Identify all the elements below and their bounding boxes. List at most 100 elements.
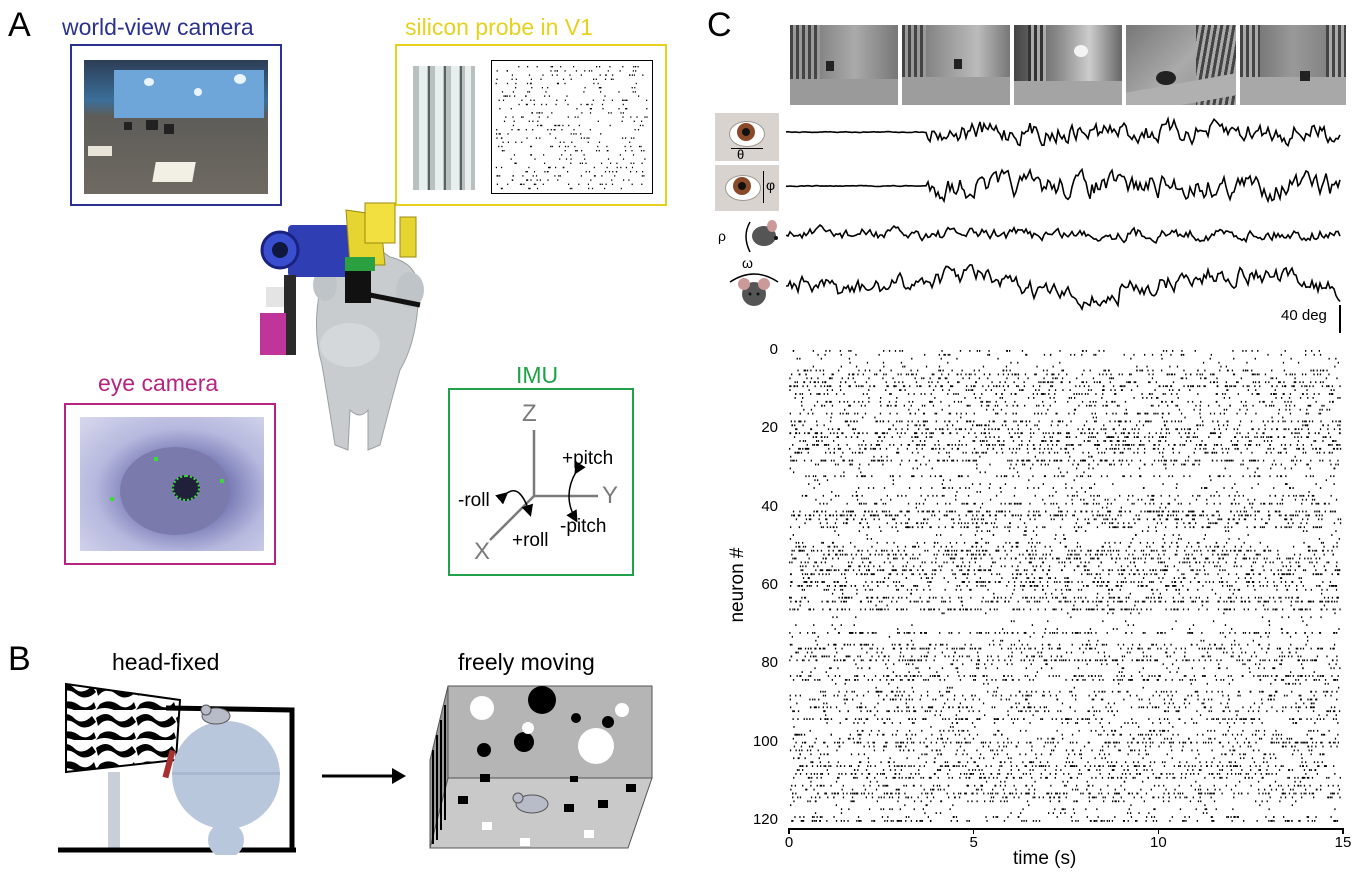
spike-mark <box>929 436 931 438</box>
spike-mark <box>1258 573 1260 576</box>
spike-mark <box>1009 510 1011 513</box>
spike-mark <box>1107 581 1109 583</box>
spike-mark <box>861 549 863 552</box>
spike-mark <box>1042 381 1044 384</box>
spike-mark <box>916 436 918 438</box>
spike-mark <box>1150 498 1152 501</box>
spike-mark <box>1000 502 1002 505</box>
spike-mark <box>1172 381 1175 384</box>
spike-mark <box>1077 526 1080 529</box>
spike-mark <box>1305 353 1307 356</box>
spike-mark <box>810 518 812 521</box>
spike-mark <box>1246 447 1248 450</box>
spike-mark <box>821 541 823 544</box>
spike-mark <box>1338 538 1340 540</box>
spike-mark <box>1320 541 1323 544</box>
spike-mark <box>1311 502 1313 505</box>
spike-mark <box>1263 569 1265 572</box>
probe-spike <box>573 129 575 131</box>
spike-mark <box>815 369 817 372</box>
spike-mark <box>1065 436 1068 438</box>
spike-mark <box>801 393 804 395</box>
probe-spike <box>612 171 614 173</box>
spike-mark <box>1205 557 1208 560</box>
spike-mark <box>834 585 836 587</box>
spike-mark <box>792 350 795 352</box>
spike-mark <box>938 369 940 372</box>
spike-mark <box>1063 475 1065 478</box>
spike-mark <box>1166 585 1168 587</box>
spike-mark <box>978 526 980 529</box>
spike-mark <box>1021 444 1023 446</box>
spike-mark <box>1167 502 1169 505</box>
spike-mark <box>924 420 927 423</box>
spike-mark <box>1144 502 1146 505</box>
spike-mark <box>910 369 912 372</box>
spike-mark <box>858 400 860 403</box>
spike-mark <box>982 518 985 521</box>
spike-mark <box>843 475 845 478</box>
spike-mark <box>1096 381 1098 384</box>
spike-mark <box>914 436 916 438</box>
spike-mark <box>833 526 835 529</box>
spike-mark <box>828 569 830 572</box>
spike-mark <box>1206 557 1208 560</box>
spike-mark <box>1192 385 1194 388</box>
probe-spike <box>601 162 603 164</box>
spike-mark <box>913 565 915 568</box>
spike-mark <box>1225 561 1227 564</box>
probe-spike <box>632 91 634 93</box>
spike-mark <box>984 581 986 583</box>
spike-mark <box>1199 404 1201 407</box>
spike-mark <box>979 491 981 493</box>
spike-mark <box>1087 393 1089 395</box>
probe-spike <box>634 129 636 131</box>
probe-spike <box>528 74 531 76</box>
spike-mark <box>830 400 832 403</box>
spike-mark <box>931 487 933 489</box>
spike-mark <box>813 549 815 552</box>
spike-mark <box>814 432 816 435</box>
spike-mark <box>1018 447 1021 450</box>
spike-mark <box>1287 400 1289 403</box>
spike-mark <box>1044 463 1046 466</box>
spike-mark <box>1285 475 1287 478</box>
spike-mark <box>940 400 942 403</box>
spike-mark <box>1119 459 1121 462</box>
spike-mark <box>935 412 938 415</box>
spike-mark <box>1154 389 1156 391</box>
probe-spike <box>574 145 576 148</box>
spike-mark <box>1322 381 1324 384</box>
spike-mark <box>1110 389 1112 391</box>
spike-mark <box>1164 424 1166 427</box>
spike-mark <box>1042 404 1045 407</box>
spike-mark <box>1185 377 1187 380</box>
spike-mark <box>1033 444 1035 446</box>
spike-mark <box>927 581 929 583</box>
spike-mark <box>1095 420 1097 423</box>
spike-mark <box>1039 577 1041 579</box>
spike-mark <box>954 510 956 513</box>
spike-mark <box>1182 444 1184 446</box>
spike-mark <box>1137 585 1139 587</box>
spike-mark <box>979 577 981 579</box>
spike-mark <box>1039 444 1041 446</box>
spike-mark <box>1302 510 1304 513</box>
spike-mark <box>820 569 823 572</box>
spike-mark <box>1139 369 1141 372</box>
spike-mark <box>1271 436 1273 438</box>
spike-mark <box>1205 581 1207 583</box>
spike-mark <box>861 518 863 521</box>
spike-mark <box>990 565 992 568</box>
probe-spike <box>550 145 552 148</box>
spike-mark <box>872 514 875 517</box>
spike-mark <box>1176 518 1178 521</box>
spike-mark <box>832 557 834 560</box>
spike-mark <box>1273 581 1275 583</box>
spike-mark <box>1081 350 1084 352</box>
spike-mark <box>850 350 852 352</box>
spike-mark <box>900 389 902 391</box>
spike-mark <box>921 447 923 450</box>
spike-mark <box>1111 447 1113 450</box>
probe-spike <box>563 166 565 169</box>
